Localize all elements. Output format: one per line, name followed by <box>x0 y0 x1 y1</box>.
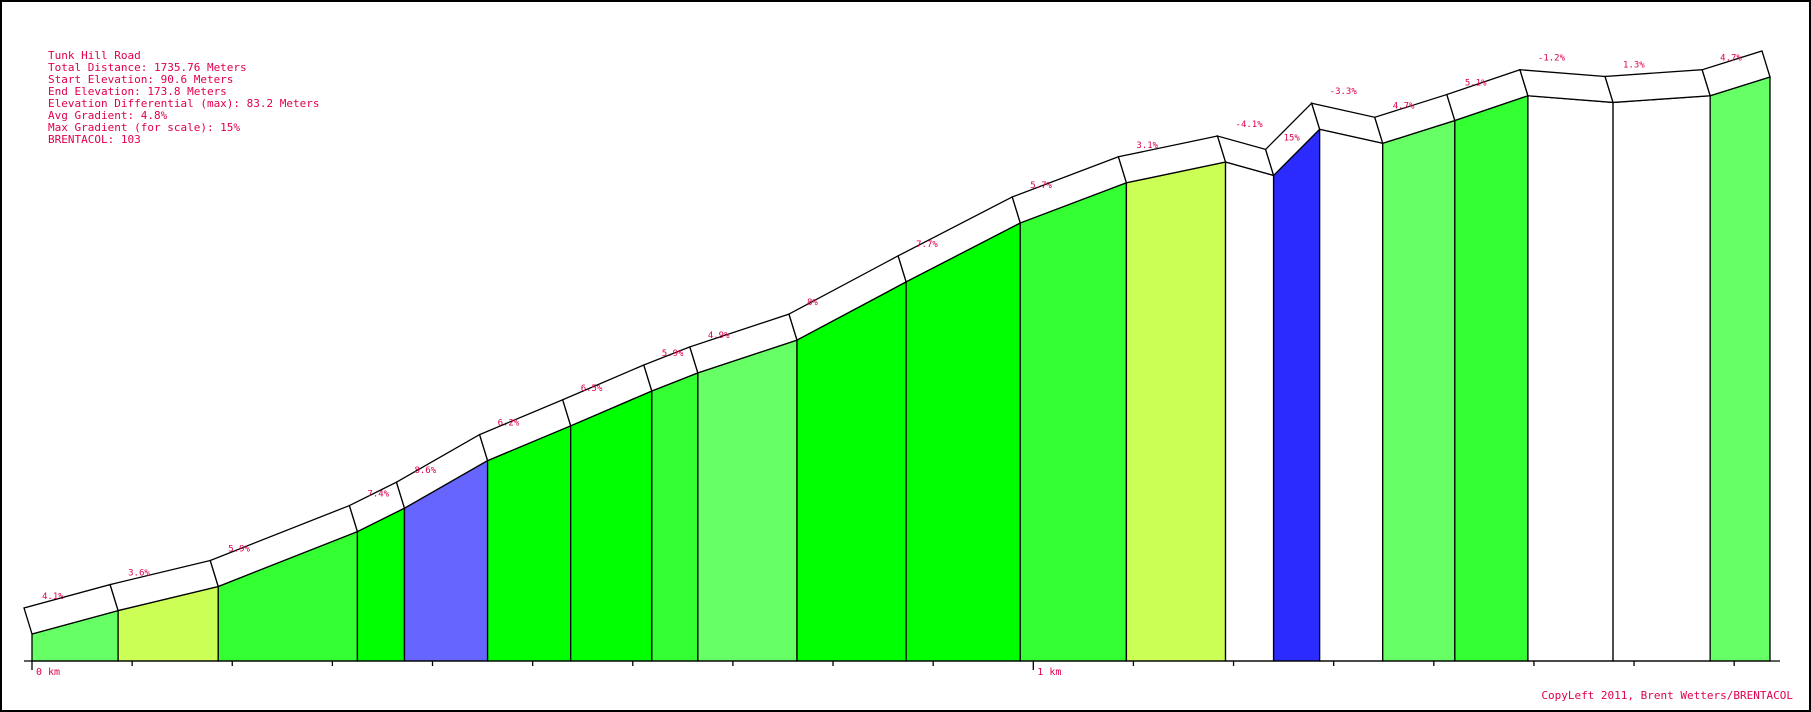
start-elevation: Start Elevation: 90.6 Meters <box>48 73 234 86</box>
gradient-segment <box>697 339 798 662</box>
gradient-label: 1.3% <box>1623 60 1645 70</box>
gradient-label: 6.2% <box>498 419 520 429</box>
brentacol-score: BRENTACOL: 103 <box>48 133 141 146</box>
gradient-segments <box>31 76 1771 662</box>
gradient-label: 6.5% <box>581 384 603 394</box>
total-distance: Total Distance: 1735.76 Meters <box>48 61 247 74</box>
tick-label: 1 km <box>1037 667 1061 678</box>
gradient-segment <box>1527 95 1614 662</box>
gradient-label: 5.7% <box>1030 181 1052 191</box>
gradient-label: 7.7% <box>916 240 938 250</box>
gradient-label: 3.6% <box>128 569 150 579</box>
tick-label: 0 km <box>36 667 60 678</box>
gradient-segment <box>1125 161 1227 662</box>
road-band <box>23 50 1771 635</box>
gradient-segment <box>905 221 1021 662</box>
gradient-label: 15% <box>1284 133 1301 143</box>
gradient-label: 5.9% <box>228 544 250 554</box>
distance-axis: 0 km 1 km <box>24 660 1780 678</box>
gradient-label: -1.2% <box>1538 54 1566 64</box>
gradient-segment <box>1454 94 1529 662</box>
gradient-label: -3.3% <box>1330 87 1358 97</box>
gradient-label: 4.7% <box>1720 54 1742 64</box>
gradient-segment <box>651 371 699 662</box>
gradient-segment <box>1709 76 1771 662</box>
gradient-label: 4.7% <box>1393 101 1415 111</box>
gradient-segment <box>1224 161 1275 662</box>
gradient-label: -4.1% <box>1236 120 1264 130</box>
gradient-label: 5.9% <box>662 349 684 359</box>
road-band-segment <box>1701 50 1771 97</box>
gradient-segment <box>1612 95 1711 662</box>
gradient-segment <box>356 507 406 662</box>
gradient-label: 3.1% <box>1136 141 1158 151</box>
end-elevation: End Elevation: 173.8 Meters <box>48 85 227 98</box>
gradient-label: 5.1% <box>1465 79 1487 89</box>
gradient-segment <box>1272 127 1321 662</box>
gradient-label: 8.6% <box>414 466 436 476</box>
gradient-label: 4.9% <box>708 331 730 341</box>
gradient-label: 8% <box>807 298 818 308</box>
copyright-text: CopyLeft 2011, Brent Wetters/BRENTACOL <box>1541 689 1793 702</box>
elevation-differential: Elevation Differential (max): 83.2 Meter… <box>48 97 320 110</box>
route-title: Tunk Hill Road <box>48 49 141 62</box>
avg-gradient: Avg Gradient: 4.8% <box>48 109 168 122</box>
gradient-segment <box>796 280 907 662</box>
gradient-segment <box>1019 181 1128 662</box>
gradient-segment <box>570 389 653 662</box>
max-gradient: Max Gradient (for scale): 15% <box>48 121 241 134</box>
gradient-segment <box>1382 119 1456 662</box>
gradient-label: 4.1% <box>42 592 64 602</box>
gradient-label: 7.4% <box>367 490 389 500</box>
route-info-panel: Tunk Hill Road Total Distance: 1735.76 M… <box>48 50 320 146</box>
gradient-segment <box>486 424 572 662</box>
gradient-segment <box>1319 128 1384 662</box>
gradient-labels: 4.1% 3.6% 5.9% 7.4% 8.6% 6.2% 6.5% 5.9% 4.9% 8% 7.… <box>42 54 1742 602</box>
